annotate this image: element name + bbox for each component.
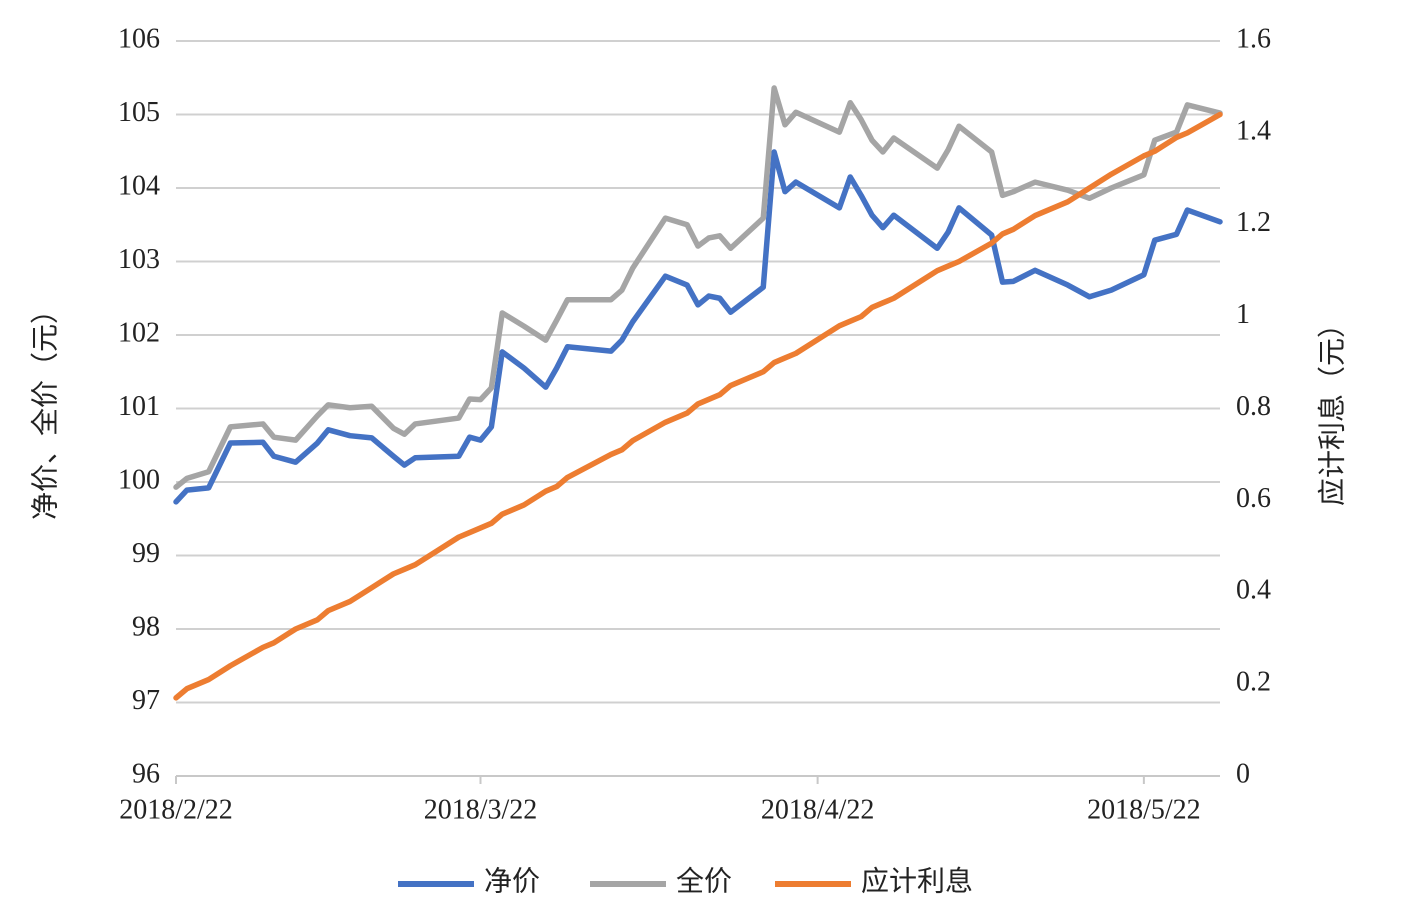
y2-tick-label: 0.8 (1236, 391, 1271, 422)
y-tick-label: 106 (118, 23, 160, 54)
x-tick-label: 2018/5/22 (1087, 794, 1201, 825)
y-tick-label: 104 (118, 170, 160, 201)
series-line (173, 149, 1223, 505)
legend-label: 应计利息 (861, 865, 973, 897)
y-tick-label: 103 (118, 244, 160, 275)
y-tick-label: 101 (118, 391, 160, 422)
y2-tick-label: 1.4 (1236, 115, 1271, 146)
y-tick-label: 102 (118, 317, 160, 348)
y-tick-label: 96 (132, 758, 160, 789)
y-tick-label: 105 (118, 97, 160, 128)
y-tick-label: 98 (132, 611, 160, 642)
x-tick-label: 2018/4/22 (761, 794, 875, 825)
series-line (173, 111, 1223, 701)
y-tick-label: 97 (132, 685, 160, 716)
y-axis-title: 净价、全价（元） (29, 296, 61, 520)
legend-label: 净价 (484, 865, 540, 897)
y2-axis-title: 应计利息（元） (1316, 310, 1348, 506)
series-line (173, 85, 1223, 490)
y2-tick-label: 0.6 (1236, 483, 1271, 514)
y2-tick-label: 0.2 (1236, 667, 1271, 698)
y2-tick-label: 1 (1236, 299, 1250, 330)
y2-tick-label: 1.2 (1236, 207, 1271, 238)
x-tick-label: 2018/2/22 (119, 794, 233, 825)
y2-tick-label: 0 (1236, 758, 1250, 789)
legend-label: 全价 (676, 865, 732, 897)
y2-tick-label: 0.4 (1236, 575, 1271, 606)
y-tick-label: 100 (118, 464, 160, 495)
y-tick-label: 99 (132, 538, 160, 569)
x-tick-label: 2018/3/22 (424, 794, 538, 825)
y2-tick-label: 1.6 (1236, 23, 1271, 54)
